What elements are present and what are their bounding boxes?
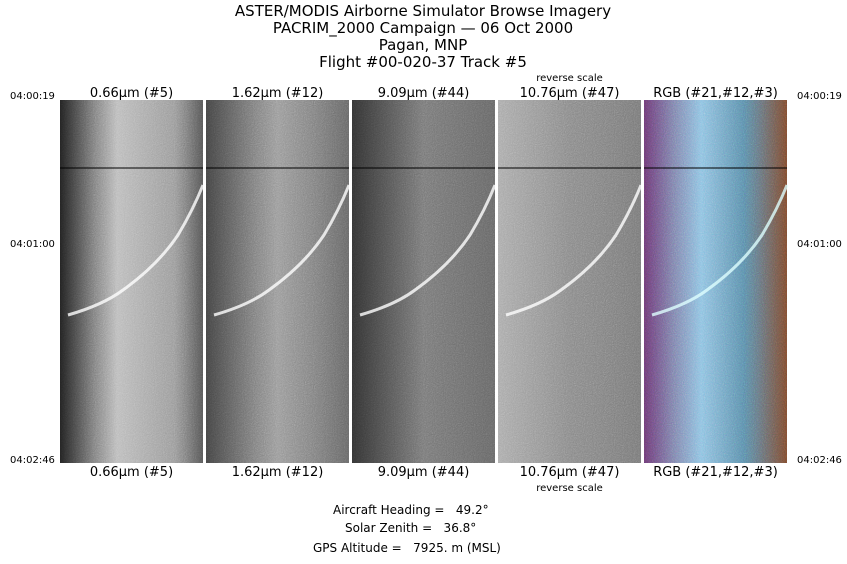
panel-label: 9.09μm (#44) — [378, 465, 470, 480]
coastline — [359, 184, 497, 317]
panel-noise — [644, 100, 787, 463]
title-line: Pagan, MNP — [379, 36, 468, 54]
panel-label: 0.66μm (#5) — [90, 86, 173, 101]
coastline — [651, 184, 789, 317]
time-label: 04:01:00 — [797, 239, 842, 250]
title: ASTER/MODIS Airborne Simulator Browse Im… — [235, 2, 611, 71]
coastline — [505, 184, 643, 317]
time-label: 04:02:46 — [10, 455, 55, 466]
footer: Aircraft Heading = 49.2° Solar Zenith = … — [313, 503, 501, 555]
panel-label: 0.66μm (#5) — [90, 465, 173, 480]
footer-line: Aircraft Heading = 49.2° — [333, 503, 489, 517]
panel-noise — [352, 100, 495, 463]
time-label: 04:02:46 — [797, 455, 842, 466]
panel-label: 10.76μm (#47) — [520, 86, 620, 101]
panel-noise — [498, 100, 641, 463]
footer-line: GPS Altitude = 7925. m (MSL) — [313, 541, 501, 555]
panel-noise — [206, 100, 349, 463]
panel-label: RGB (#21,#12,#3) — [653, 465, 778, 480]
time-label: 04:00:19 — [10, 91, 55, 102]
panel-note: reverse scale — [536, 483, 603, 494]
panel-label: 1.62μm (#12) — [232, 465, 324, 480]
panel-label: 1.62μm (#12) — [232, 86, 324, 101]
panel-label: RGB (#21,#12,#3) — [653, 86, 778, 101]
panel-label: 10.76μm (#47) — [520, 465, 620, 480]
title-line: Flight #00-020-37 Track #5 — [319, 53, 527, 71]
panel-note: reverse scale — [536, 73, 603, 84]
time-label: 04:01:00 — [10, 239, 55, 250]
panel-label: 9.09μm (#44) — [378, 86, 470, 101]
coastline — [67, 184, 205, 317]
footer-line: Solar Zenith = 36.8° — [345, 521, 476, 535]
panels: 0.66μm (#5) 0.66μm (#5) 1.62μm (#12) 1.62μm… — [10, 73, 842, 494]
title-line: PACRIM_2000 Campaign — 06 Oct 2000 — [273, 19, 573, 38]
title-line: ASTER/MODIS Airborne Simulator Browse Im… — [235, 2, 611, 20]
coastline — [213, 184, 351, 317]
panel-noise — [60, 100, 203, 463]
time-label: 04:00:19 — [797, 91, 842, 102]
